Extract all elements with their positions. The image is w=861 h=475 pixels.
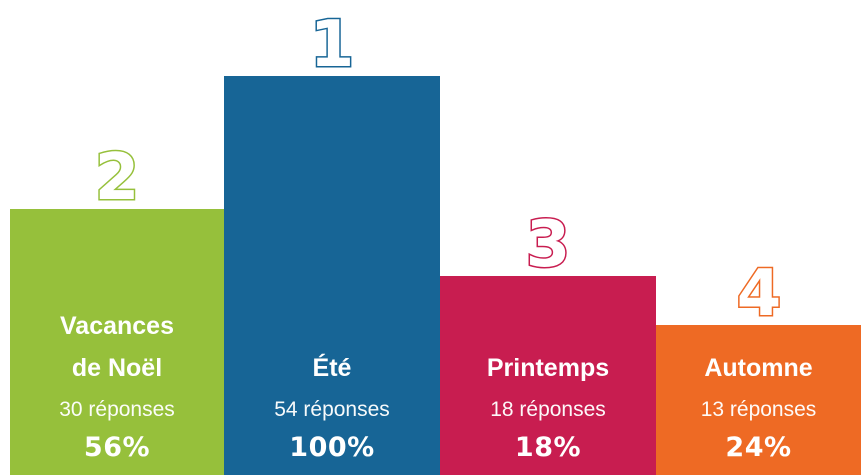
bar-label-group: Automne 13 réponses 24% [656, 347, 861, 465]
category-label: Printemps [486, 354, 610, 382]
responses-count: 13 réponses [700, 398, 817, 421]
rank-number-3: 3 [524, 208, 572, 274]
bar-4: Automne 13 réponses 24% [656, 325, 861, 475]
bar-label-group: Été 54 réponses 100% [224, 347, 440, 465]
category-label: Été [312, 354, 352, 382]
rank-number-text: 2 [95, 141, 140, 207]
rank-number-text: 1 [310, 8, 355, 74]
bar-2: Été 54 réponses 100% [224, 76, 440, 475]
rank-number-1: 1 [308, 8, 356, 74]
bar-label-group: Vacances de Noël 30 réponses 56% [10, 305, 224, 465]
responses-count: 30 réponses [59, 398, 175, 421]
percent-label: 24% [725, 432, 792, 463]
category-label: Automne [704, 354, 813, 382]
percent-label: 100% [289, 432, 375, 463]
rank-number-text: 4 [736, 257, 781, 323]
rank-number-4: 4 [735, 257, 783, 323]
responses-count: 54 réponses [274, 398, 390, 421]
bar-1: Vacances de Noël 30 réponses 56% [10, 209, 224, 475]
rank-number-text: 3 [526, 208, 571, 274]
category-label: de Noël [71, 354, 163, 382]
bar-3: Printemps 18 réponses 18% [440, 276, 656, 475]
rank-number-2: 2 [93, 141, 141, 207]
percent-label: 56% [83, 432, 151, 463]
bar-label-group: Printemps 18 réponses 18% [440, 347, 656, 465]
responses-count: 18 réponses [490, 398, 606, 421]
percent-label: 18% [514, 432, 582, 463]
category-label: Vacances [60, 312, 174, 340]
